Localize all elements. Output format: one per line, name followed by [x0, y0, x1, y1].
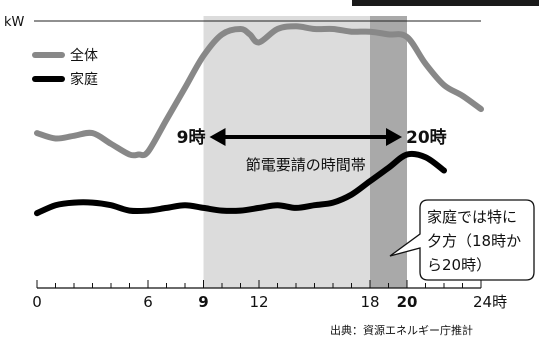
legend-label-total: 全体	[70, 47, 98, 64]
request-period-label: 節電要請の時間帯	[246, 156, 366, 174]
x-axis: 0 6 9 12 18 20 24時	[32, 280, 507, 311]
legend-label-household: 家庭	[70, 71, 98, 88]
series-line-household	[34, 150, 447, 217]
callout-text-line: 夕方（18時か	[427, 232, 521, 250]
series-lines	[34, 23, 484, 217]
x-tick-label: 20	[397, 293, 418, 311]
callout-text-line: ら20時）	[427, 256, 491, 274]
x-tick-label: 12	[249, 293, 268, 311]
x-tick-label: 6	[143, 293, 153, 311]
source-note: 出典：資源エネルギー庁推計	[330, 323, 473, 337]
highlight-bands	[203, 16, 407, 288]
arrow-head-left	[209, 128, 226, 146]
x-tick-label: 24時	[473, 293, 507, 311]
x-tick-label: 18	[360, 293, 379, 311]
series-line-total	[34, 23, 484, 159]
x-tick-label: 0	[32, 293, 42, 311]
arrow-head-right	[386, 128, 402, 146]
highlight-band-2	[370, 16, 407, 288]
callout-text-line: 家庭では特に	[427, 208, 517, 226]
highlight-band-1	[203, 16, 370, 288]
callout-bubble	[389, 199, 535, 281]
x-tick-label: 9	[198, 293, 208, 311]
y-axis-label: kW	[4, 15, 25, 30]
top-right-dark-image-fragment	[352, 0, 539, 6]
end-time-label: 20時	[406, 127, 447, 148]
start-time-label: 9時	[177, 127, 206, 148]
